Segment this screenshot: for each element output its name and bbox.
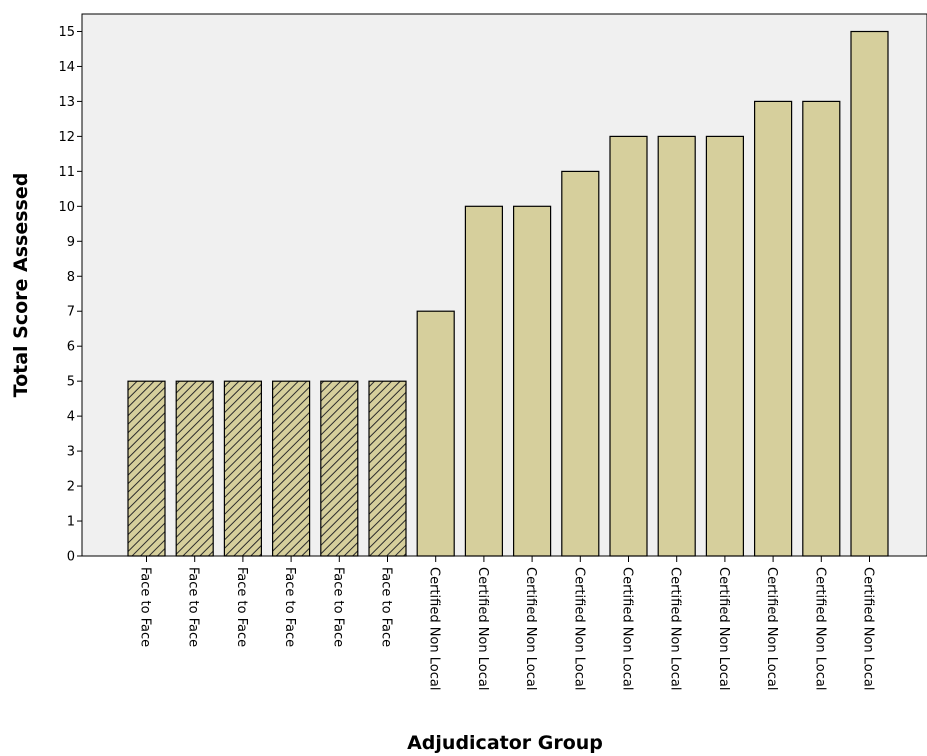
x-tick-label: Certified Non Local <box>716 567 731 690</box>
y-tick-label: 13 <box>58 95 75 110</box>
x-tick-label: Certified Non Local <box>523 567 538 690</box>
y-axis-title: Total Score Assessed <box>10 173 32 398</box>
bar <box>368 380 407 557</box>
bar <box>512 205 552 557</box>
x-tick-label: Certified Non Local <box>861 567 876 690</box>
y-tick-label: 1 <box>67 515 75 530</box>
y-tick-label: 15 <box>58 25 75 40</box>
y-tick-label: 2 <box>67 480 75 495</box>
bar <box>609 135 648 557</box>
x-tick-label: Certified Non Local <box>571 567 586 690</box>
bar <box>416 310 455 557</box>
bar <box>705 135 745 557</box>
x-tick-label: Face to Face <box>186 567 201 647</box>
x-tick-label: Face to Face <box>282 567 297 647</box>
x-axis: Face to Face Face to Face Face to Face Face… <box>138 556 876 690</box>
y-tick-label: 3 <box>67 445 75 460</box>
bar <box>127 380 166 557</box>
bar <box>272 380 311 557</box>
y-tick-label: 9 <box>67 235 75 250</box>
bar <box>464 205 503 557</box>
bars-group <box>127 30 889 557</box>
y-tick-label: 8 <box>67 270 75 285</box>
bar <box>657 135 696 557</box>
x-tick-label: Face to Face <box>234 567 249 647</box>
x-tick-label: Certified Non Local <box>427 567 442 690</box>
x-tick-label: Certified Non Local <box>764 567 779 690</box>
y-tick-label: 6 <box>67 340 75 355</box>
bar <box>561 170 600 557</box>
y-tick-label: 5 <box>67 375 75 390</box>
bar <box>850 30 889 557</box>
bar <box>802 100 841 557</box>
x-tick-label: Certified Non Local <box>668 567 683 690</box>
y-tick-label: 7 <box>67 305 75 320</box>
x-tick-label: Certified Non Local <box>620 567 635 690</box>
y-tick-label: 10 <box>58 200 75 215</box>
y-tick-label: 11 <box>58 165 75 180</box>
bar <box>175 380 214 557</box>
bar <box>320 380 359 557</box>
x-tick-label: Certified Non Local <box>812 567 827 690</box>
x-tick-label: Face to Face <box>138 567 153 647</box>
x-tick-label: Face to Face <box>379 567 394 647</box>
bar <box>223 380 262 557</box>
x-tick-label: Certified Non Local <box>475 567 490 690</box>
x-tick-label: Face to Face <box>330 567 345 647</box>
y-tick-label: 14 <box>58 60 75 75</box>
bar <box>753 100 793 557</box>
y-tick-label: 4 <box>67 410 75 425</box>
y-tick-label: 12 <box>58 130 75 145</box>
x-axis-title: Adjudicator Group <box>407 732 603 754</box>
y-tick-label: 0 <box>67 550 75 565</box>
